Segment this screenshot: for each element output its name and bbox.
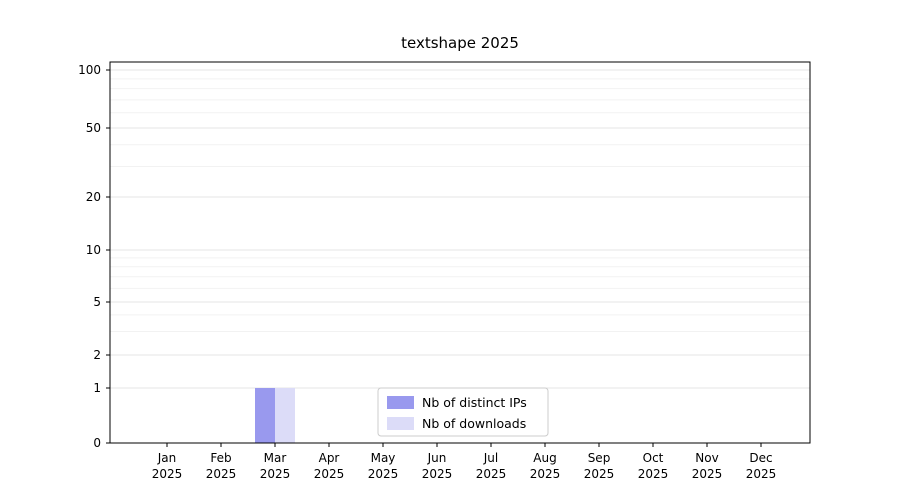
y-tick-label: 100 (78, 63, 101, 77)
y-axis: 0 1 2 5 10 20 50 100 (78, 63, 110, 450)
plot-border (109, 61, 811, 444)
chart-title: textshape 2025 (401, 34, 519, 52)
x-tick-label-year: 2025 (746, 467, 777, 481)
x-tick-label-month: Apr (319, 451, 340, 465)
x-tick-label-year: 2025 (584, 467, 615, 481)
legend-box (377, 387, 549, 437)
legend-label: Nb of distinct IPs (422, 395, 527, 410)
y-tick-label: 0 (93, 436, 101, 450)
x-tick-label-year: 2025 (206, 467, 237, 481)
x-tick-label-year: 2025 (260, 467, 291, 481)
bars (255, 388, 295, 443)
x-tick-label-month: Oct (643, 451, 664, 465)
x-tick-label-month: May (371, 451, 396, 465)
y-tick-label: 1 (93, 381, 101, 395)
bar-nb-of-downloads-mar (275, 388, 295, 443)
legend-label: Nb of downloads (422, 416, 526, 431)
y-tick-label: 20 (86, 190, 101, 204)
legend-swatch (387, 396, 414, 409)
y-gridlines (110, 69, 810, 389)
x-tick-label-year: 2025 (368, 467, 399, 481)
x-tick-label-month: Nov (695, 451, 718, 465)
y-tick-label: 2 (93, 348, 101, 362)
x-tick-label-year: 2025 (692, 467, 723, 481)
x-tick-label-month: Jun (427, 451, 447, 465)
x-tick-label-month: Feb (210, 451, 231, 465)
x-tick-label-year: 2025 (638, 467, 669, 481)
x-axis: Jan 2025 Feb 2025 Mar 2025 Apr 2025 May 2025 Jun 20… (152, 443, 777, 481)
x-tick-label-year: 2025 (530, 467, 561, 481)
legend-swatch (387, 417, 414, 430)
x-tick-label-month: Jan (157, 451, 177, 465)
x-tick-label-month: Aug (533, 451, 556, 465)
plot-background (110, 62, 810, 443)
y-tick-label: 10 (86, 243, 101, 257)
y-tick-label: 50 (86, 121, 101, 135)
x-tick-label-month: Sep (588, 451, 611, 465)
legend: Nb of distinct IPs Nb of downloads (377, 387, 549, 437)
x-tick-label-year: 2025 (314, 467, 345, 481)
x-tick-label-year: 2025 (476, 467, 507, 481)
bar-nb-of-distinct-ips-mar (255, 388, 275, 443)
x-tick-label-month: Jul (483, 451, 498, 465)
x-tick-label-year: 2025 (422, 467, 453, 481)
x-tick-label-month: Mar (264, 451, 287, 465)
x-tick-label-year: 2025 (152, 467, 183, 481)
x-tick-label-month: Dec (749, 451, 772, 465)
y-tick-label: 5 (93, 295, 101, 309)
